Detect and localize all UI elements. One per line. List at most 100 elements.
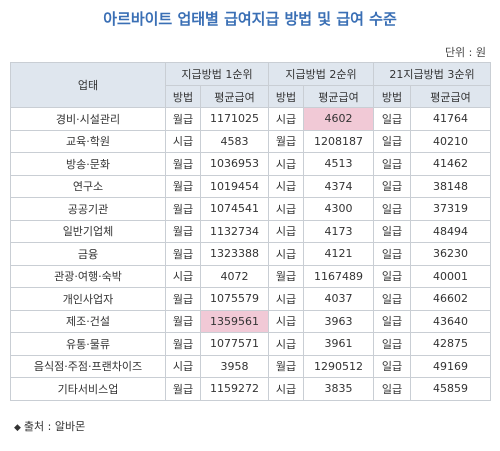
avg-wage-1-cell: 4583: [200, 129, 269, 153]
avg-wage-3-cell: 38148: [410, 174, 491, 198]
avg-wage-3-cell: 48494: [410, 219, 491, 243]
avg-wage-2-cell: 4374: [303, 174, 374, 198]
industry-cell: 일반기업체: [10, 219, 166, 243]
industry-cell: 공공기관: [10, 197, 166, 221]
avg-wage-2-cell: 3963: [303, 309, 374, 333]
header-group-2: 지급방법 2순위: [268, 62, 374, 86]
avg-wage-3-cell: 41764: [410, 107, 491, 131]
method-1-cell: 시급: [165, 129, 201, 153]
table-row: 공공기관 월급 1074541 시급 4300 일급 37319: [10, 197, 491, 221]
avg-wage-2-cell: 4300: [303, 197, 374, 221]
industry-cell: 개인사업자: [10, 287, 166, 311]
avg-wage-1-cell: 3958: [200, 354, 269, 378]
table-row: 경비·시설관리 월급 1171025 시급 4602 일급 41764: [10, 107, 491, 131]
page-title: 아르바이트 업태별 급여지급 방법 및 급여 수준: [103, 10, 397, 28]
avg-wage-2-cell: 3835: [303, 377, 374, 401]
method-2-cell: 월급: [268, 354, 304, 378]
avg-wage-1-cell: 1159272: [200, 377, 269, 401]
method-3-cell: 일급: [373, 354, 411, 378]
method-3-cell: 일급: [373, 242, 411, 266]
method-1-cell: 월급: [165, 377, 201, 401]
avg-wage-1-cell: 1019454: [200, 174, 269, 198]
method-2-cell: 월급: [268, 264, 304, 288]
table-row: 기타서비스업 월급 1159272 시급 3835 일급 45859: [10, 377, 491, 401]
table-row: 교육·학원 시급 4583 월급 1208187 일급 40210: [10, 129, 491, 153]
method-1-cell: 시급: [165, 354, 201, 378]
method-2-cell: 시급: [268, 332, 304, 356]
method-2-cell: 시급: [268, 174, 304, 198]
industry-cell: 기타서비스업: [10, 377, 166, 401]
method-2-cell: 시급: [268, 287, 304, 311]
subheader-avg-wage: 평균급여: [200, 85, 269, 108]
table-row: 연구소 월급 1019454 시급 4374 일급 38148: [10, 174, 491, 198]
avg-wage-3-cell: 46602: [410, 287, 491, 311]
method-2-cell: 월급: [268, 129, 304, 153]
industry-cell: 음식점·주점·프랜차이즈: [10, 354, 166, 378]
avg-wage-3-cell: 45859: [410, 377, 491, 401]
avg-wage-2-cell: 4602: [303, 107, 374, 131]
method-1-cell: 월급: [165, 174, 201, 198]
avg-wage-2-cell: 4121: [303, 242, 374, 266]
industry-cell: 경비·시설관리: [10, 107, 166, 131]
avg-wage-1-cell: 1132734: [200, 219, 269, 243]
wage-table: 업태 지급방법 1순위 지급방법 2순위 21지급방법 3순위 방법 평균급여 …: [10, 62, 491, 401]
method-1-cell: 월급: [165, 287, 201, 311]
avg-wage-1-cell: 1077571: [200, 332, 269, 356]
method-2-cell: 시급: [268, 197, 304, 221]
avg-wage-1-cell: 1036953: [200, 152, 269, 176]
avg-wage-1-cell: 1075579: [200, 287, 269, 311]
method-1-cell: 월급: [165, 332, 201, 356]
method-3-cell: 일급: [373, 152, 411, 176]
avg-wage-3-cell: 49169: [410, 354, 491, 378]
method-3-cell: 일급: [373, 332, 411, 356]
source-note: ◆ 출처 : 알바몬: [14, 418, 85, 434]
avg-wage-2-cell: 1167489: [303, 264, 374, 288]
method-3-cell: 일급: [373, 197, 411, 221]
table-header-row: 업태 지급방법 1순위 지급방법 2순위 21지급방법 3순위: [10, 62, 491, 108]
avg-wage-3-cell: 40001: [410, 264, 491, 288]
avg-wage-3-cell: 37319: [410, 197, 491, 221]
avg-wage-2-cell: 3961: [303, 332, 374, 356]
avg-wage-1-cell: 1323388: [200, 242, 269, 266]
subheader-avg-wage: 평균급여: [303, 85, 374, 108]
table-row: 방송·문화 월급 1036953 시급 4513 일급 41462: [10, 152, 491, 176]
avg-wage-2-cell: 1208187: [303, 129, 374, 153]
table-row: 제조·건설 월급 1359561 시급 3963 일급 43640: [10, 309, 491, 333]
table-row: 일반기업체 월급 1132734 시급 4173 일급 48494: [10, 219, 491, 243]
avg-wage-1-cell: 1359561: [200, 309, 269, 333]
industry-cell: 방송·문화: [10, 152, 166, 176]
avg-wage-2-cell: 4037: [303, 287, 374, 311]
avg-wage-3-cell: 43640: [410, 309, 491, 333]
avg-wage-1-cell: 4072: [200, 264, 269, 288]
subheader-method: 방법: [268, 85, 304, 108]
table-row: 금융 월급 1323388 시급 4121 일급 36230: [10, 242, 491, 266]
avg-wage-2-cell: 4173: [303, 219, 374, 243]
industry-cell: 교육·학원: [10, 129, 166, 153]
method-3-cell: 일급: [373, 309, 411, 333]
method-2-cell: 시급: [268, 309, 304, 333]
method-1-cell: 월급: [165, 219, 201, 243]
avg-wage-2-cell: 4513: [303, 152, 374, 176]
source-text: 출처 : 알바몬: [23, 420, 86, 433]
method-3-cell: 일급: [373, 174, 411, 198]
method-1-cell: 월급: [165, 242, 201, 266]
header-group-3: 21지급방법 3순위: [373, 62, 491, 86]
method-3-cell: 일급: [373, 377, 411, 401]
avg-wage-3-cell: 41462: [410, 152, 491, 176]
method-3-cell: 일급: [373, 219, 411, 243]
industry-cell: 금융: [10, 242, 166, 266]
avg-wage-3-cell: 36230: [410, 242, 491, 266]
subheader-method: 방법: [165, 85, 201, 108]
unit-label: 단위 : 원: [444, 46, 486, 59]
method-3-cell: 일급: [373, 107, 411, 131]
method-3-cell: 일급: [373, 129, 411, 153]
method-1-cell: 월급: [165, 197, 201, 221]
table-subheader-row: 방법 평균급여 방법 평균급여 방법 평균급여: [11, 85, 491, 108]
table-row: 관광·여행·숙박 시급 4072 월급 1167489 일급 40001: [10, 264, 491, 288]
method-2-cell: 시급: [268, 242, 304, 266]
method-1-cell: 월급: [165, 107, 201, 131]
avg-wage-3-cell: 42875: [410, 332, 491, 356]
header-group-1: 지급방법 1순위: [165, 62, 269, 86]
industry-cell: 연구소: [10, 174, 166, 198]
